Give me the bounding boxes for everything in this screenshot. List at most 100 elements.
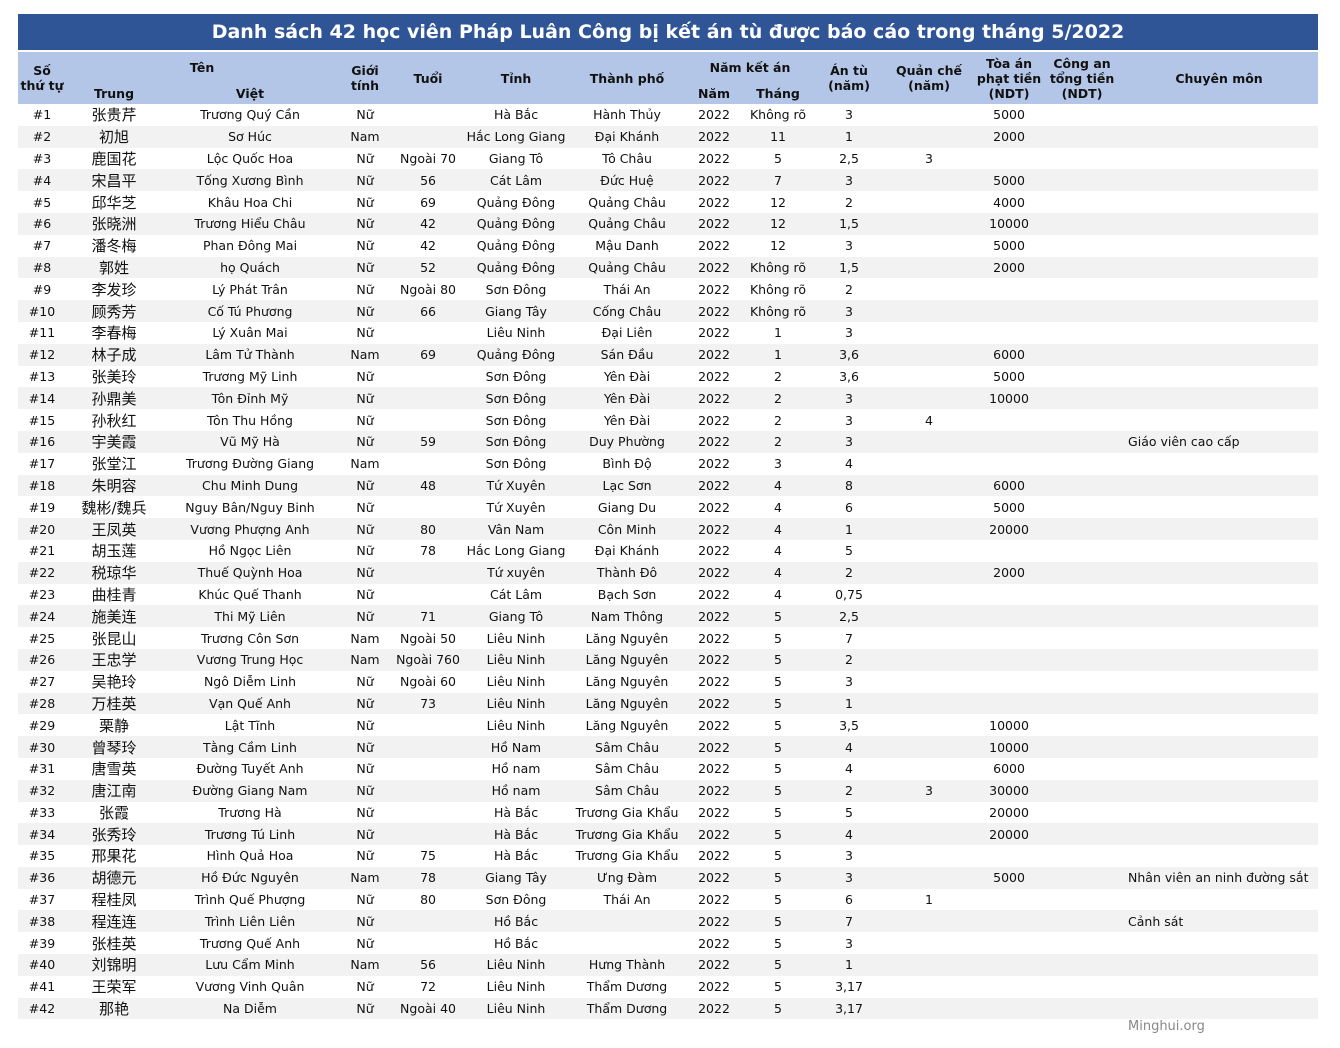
table-cell: Sơn Đông xyxy=(485,368,547,384)
table-cell xyxy=(1120,627,1318,649)
table-cell xyxy=(1044,366,1120,388)
table-cell xyxy=(1120,256,1319,279)
table-cell xyxy=(392,823,465,846)
table-cell: 42 xyxy=(392,212,465,235)
table-cell: Sơ Húc xyxy=(162,125,339,148)
table-cell xyxy=(392,758,464,780)
table-cell: 税琼华 xyxy=(66,561,162,584)
table-cell: Không rõ xyxy=(749,107,807,123)
table-cell: Nam xyxy=(338,866,393,889)
table-cell: 潘冬梅 xyxy=(91,237,137,256)
table-cell: #26 xyxy=(18,648,66,671)
table-cell: Tôn Thu Hồng xyxy=(207,412,293,428)
table-cell xyxy=(1120,954,1319,976)
table-cell xyxy=(1120,104,1318,126)
table-cell: Hồ Ngọc Liên xyxy=(208,543,292,559)
table-cell: Chu Minh Dung xyxy=(162,474,339,497)
table-cell: 2022 xyxy=(698,325,730,341)
table-cell: 2022 xyxy=(698,804,730,820)
table-cell: #5 xyxy=(32,194,52,210)
table-cell: 20000 xyxy=(974,823,1045,846)
table-cell: Nữ xyxy=(356,107,374,123)
table-cell: 2022 xyxy=(698,848,730,864)
table-cell: Sơn Đông xyxy=(485,456,547,472)
table-cell xyxy=(1120,584,1318,606)
table-cell: Liêu Ninh xyxy=(464,692,569,715)
table-cell: Lăng Nguyên xyxy=(568,648,687,671)
table-cell: 2022 xyxy=(686,343,743,366)
table-cell xyxy=(1120,779,1319,802)
table-cell: Không rõ xyxy=(749,281,807,297)
header-cell: Năm xyxy=(686,82,743,104)
table-cell: 2022 xyxy=(698,194,730,210)
header-cell: Việt xyxy=(162,82,339,104)
table-cell xyxy=(1120,758,1318,780)
table-cell xyxy=(884,191,974,213)
table-cell: 56 xyxy=(392,954,465,976)
table-cell: 曾琴玲 xyxy=(66,736,162,758)
table-cell: Thái An xyxy=(603,892,651,908)
table-cell: Hành Thủy xyxy=(593,107,661,123)
table-cell xyxy=(884,845,974,867)
table-cell: Quảng Đông xyxy=(464,343,569,366)
table-cell xyxy=(884,671,974,693)
header-cell: Án tù (năm) xyxy=(814,52,885,104)
table-cell xyxy=(1120,169,1319,192)
table-cell xyxy=(884,278,974,300)
table-cell: 5 xyxy=(774,935,782,951)
table-cell: Vũ Mỹ Hà xyxy=(162,430,339,453)
table-cell: 2000 xyxy=(974,561,1045,584)
table-cell xyxy=(974,648,1045,671)
table-cell: 2000 xyxy=(974,256,1045,279)
table-cell: #1 xyxy=(32,107,52,123)
table-cell xyxy=(1044,802,1120,824)
table-cell: Thẩm Dương xyxy=(568,997,687,1020)
table-cell: 2022 xyxy=(698,150,730,166)
table-cell: Yên Đài xyxy=(603,368,651,384)
table-cell: Nữ xyxy=(356,194,374,210)
table-cell: 2022 xyxy=(686,736,743,758)
table-cell: #3 xyxy=(32,150,52,166)
table-cell xyxy=(1120,496,1318,518)
table-cell: Hình Quả Hoa xyxy=(206,848,294,864)
table-row: #30 曾琴玲 Tằng Cầm Linh Nữ Hồ Nam Sâm Châu 2022 5… xyxy=(18,736,1319,758)
table-cell: 2 xyxy=(814,779,885,802)
table-cell xyxy=(392,736,465,758)
table-cell: Liêu Ninh xyxy=(464,997,569,1020)
table-cell: 林子成 xyxy=(66,343,162,366)
table-cell: Ngoài 80 xyxy=(400,281,456,297)
table-cell: 3 xyxy=(845,325,853,341)
table-cell xyxy=(1044,453,1120,475)
table-cell: Đại Khánh xyxy=(594,543,660,559)
table-cell xyxy=(1044,648,1121,671)
table-cell: 2 xyxy=(774,412,782,428)
table-cell xyxy=(1044,889,1120,911)
table-cell: Bạch Sơn xyxy=(597,586,657,602)
table-cell: 6 xyxy=(845,892,853,908)
table-cell: Nữ xyxy=(356,412,374,428)
table-cell: Sơn Đông xyxy=(485,412,547,428)
table-cell: 3,5 xyxy=(839,717,859,733)
table-cell: 4 xyxy=(742,518,815,540)
table-cell: 7 xyxy=(742,169,815,192)
table-cell: 78 xyxy=(392,866,465,889)
table-cell: Cát Lâm xyxy=(464,169,569,192)
table-row: #20 王凤英 Vương Phượng Anh Nữ 80 Vân Nam Côn Min… xyxy=(18,518,1319,540)
table-cell: #13 xyxy=(28,368,56,384)
table-cell xyxy=(884,714,974,736)
table-cell: 施美连 xyxy=(66,605,162,628)
table-cell xyxy=(1044,561,1121,584)
table-cell: Sơn Đông xyxy=(464,430,569,453)
table-cell xyxy=(1044,932,1120,954)
table-cell xyxy=(1120,125,1319,148)
header-cell: Tên xyxy=(66,52,339,82)
table-cell: Nữ xyxy=(356,586,374,602)
table-cell xyxy=(884,474,975,497)
table-cell: 2 xyxy=(845,281,853,297)
table-row: #9 李发珍 Lý Phát Trân Nữ Ngoài 80 Sơn Đông Thái … xyxy=(18,278,1318,300)
table-cell xyxy=(884,561,975,584)
table-cell: 5 xyxy=(742,692,815,715)
table-cell: Giáo viên cao cấp xyxy=(1120,430,1319,453)
table-cell: 宇美霞 xyxy=(66,430,162,453)
table-cell xyxy=(1044,191,1120,213)
